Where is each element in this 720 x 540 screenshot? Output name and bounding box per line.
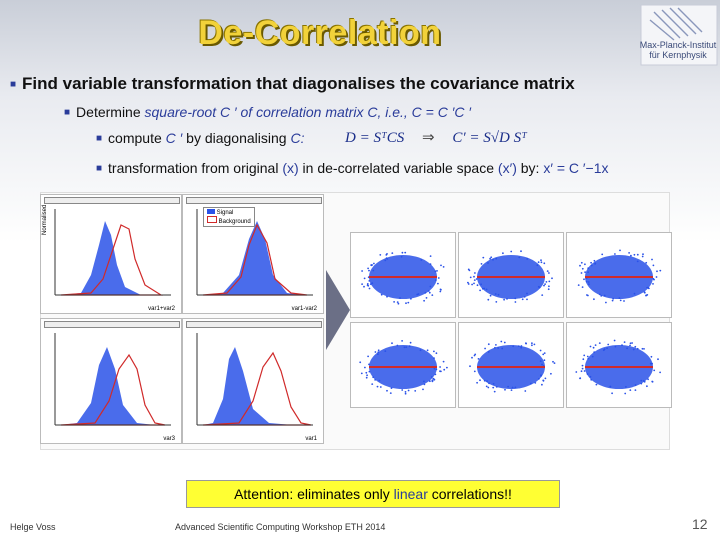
formula-arrow: ⇒ — [422, 130, 435, 146]
histogram-panel: var1+var2 Normalised — [40, 194, 182, 314]
scatter-panel — [458, 322, 564, 408]
bullet-main-text: Find variable transformation that diagon… — [22, 74, 575, 93]
diagonalisation-formula: D = SᵀCS ⇒ C′ = S√D Sᵀ — [345, 128, 527, 147]
bullet-transform-x: (x) — [282, 160, 299, 176]
attention-pre: Attention: eliminates only — [234, 486, 394, 502]
scatter-plot — [361, 251, 445, 305]
institute-logo — [640, 4, 718, 66]
legend: Signal Background — [203, 207, 255, 227]
scatter-panel — [458, 232, 564, 318]
legend-background: Background — [218, 219, 251, 225]
footer-author: Helge Voss — [10, 522, 56, 532]
histogram-panel: var3 — [40, 318, 182, 444]
bullet-transform-post: by: — [516, 160, 544, 176]
bullet-transform-eq: x′ = C ′−1x — [543, 160, 609, 176]
histogram-panel: Signal Background var1-var2 — [182, 194, 324, 314]
bullet-sqrt-pre: Determine — [76, 104, 145, 120]
attention-post: correlations!! — [427, 486, 512, 502]
bullet-square-icon: ■ — [96, 163, 103, 174]
attention-box: Attention: eliminates only linear correl… — [186, 480, 560, 508]
histogram-xlabel: var3 — [163, 436, 175, 442]
right-arrow-icon — [326, 270, 350, 350]
formula-right: C′ = S√D Sᵀ — [452, 130, 527, 146]
histogram-plot — [54, 333, 171, 426]
scatter-panel — [566, 232, 672, 318]
scatter-panel — [350, 322, 456, 408]
bullet-main: ■ Find variable transformation that diago… — [10, 74, 575, 94]
bullet-transform-pre: transformation from original — [108, 160, 283, 176]
bullet-transform: ■ transformation from original (x) in de-… — [96, 160, 609, 176]
bullet-compute-italic: C ′ — [165, 130, 183, 146]
bullet-sqrt-italic: square-root C ′ of correlation matrix C,… — [144, 104, 471, 120]
bullet-sqrt: ■ Determine square-root C ′ of correlatio… — [64, 104, 471, 120]
attention-highlight: linear — [393, 486, 428, 502]
histogram-panel: var1 — [182, 318, 324, 444]
slide-title: De-Correlation — [198, 14, 442, 52]
histogram-xlabel: var1-var2 — [291, 306, 317, 312]
footer-event: Advanced Scientific Computing Workshop E… — [175, 522, 386, 532]
bullet-compute: ■ compute C ′ by diagonalising C: — [96, 130, 304, 146]
bullet-compute-pre: compute — [108, 130, 166, 146]
histogram-xlabel: var1 — [305, 436, 317, 442]
histogram-xlabel: var1+var2 — [148, 306, 175, 312]
scatter-plot — [469, 340, 556, 393]
bullet-transform-mid: in de-correlated variable space — [298, 160, 498, 176]
formula-left: D = SᵀCS — [345, 130, 405, 146]
scatter-plot — [467, 250, 553, 303]
scatter-plot — [359, 340, 448, 395]
bullet-square-icon: ■ — [96, 133, 103, 144]
histogram-plot — [196, 333, 313, 426]
bullet-transform-xprime: (x′) — [497, 160, 517, 176]
bullet-compute-post: by diagonalising — [182, 130, 291, 146]
page-number: 12 — [692, 516, 708, 532]
bullet-compute-italic2: C: — [290, 130, 305, 146]
bullet-square-icon: ■ — [64, 107, 71, 118]
bullet-square-icon: ■ — [10, 79, 17, 90]
histogram-plot — [54, 209, 171, 296]
histogram-plot — [196, 209, 313, 296]
scatter-panel — [350, 232, 456, 318]
scatter-plot — [577, 249, 662, 304]
legend-background-swatch — [207, 216, 217, 223]
legend-signal-swatch — [207, 209, 215, 214]
scatter-panel — [566, 322, 672, 408]
legend-signal: Signal — [216, 210, 234, 216]
histogram-ylabel: Normalised — [42, 204, 48, 235]
logo-text: Max-Planck-Institut für Kernphysik — [639, 40, 717, 60]
scatter-plot — [575, 339, 661, 395]
